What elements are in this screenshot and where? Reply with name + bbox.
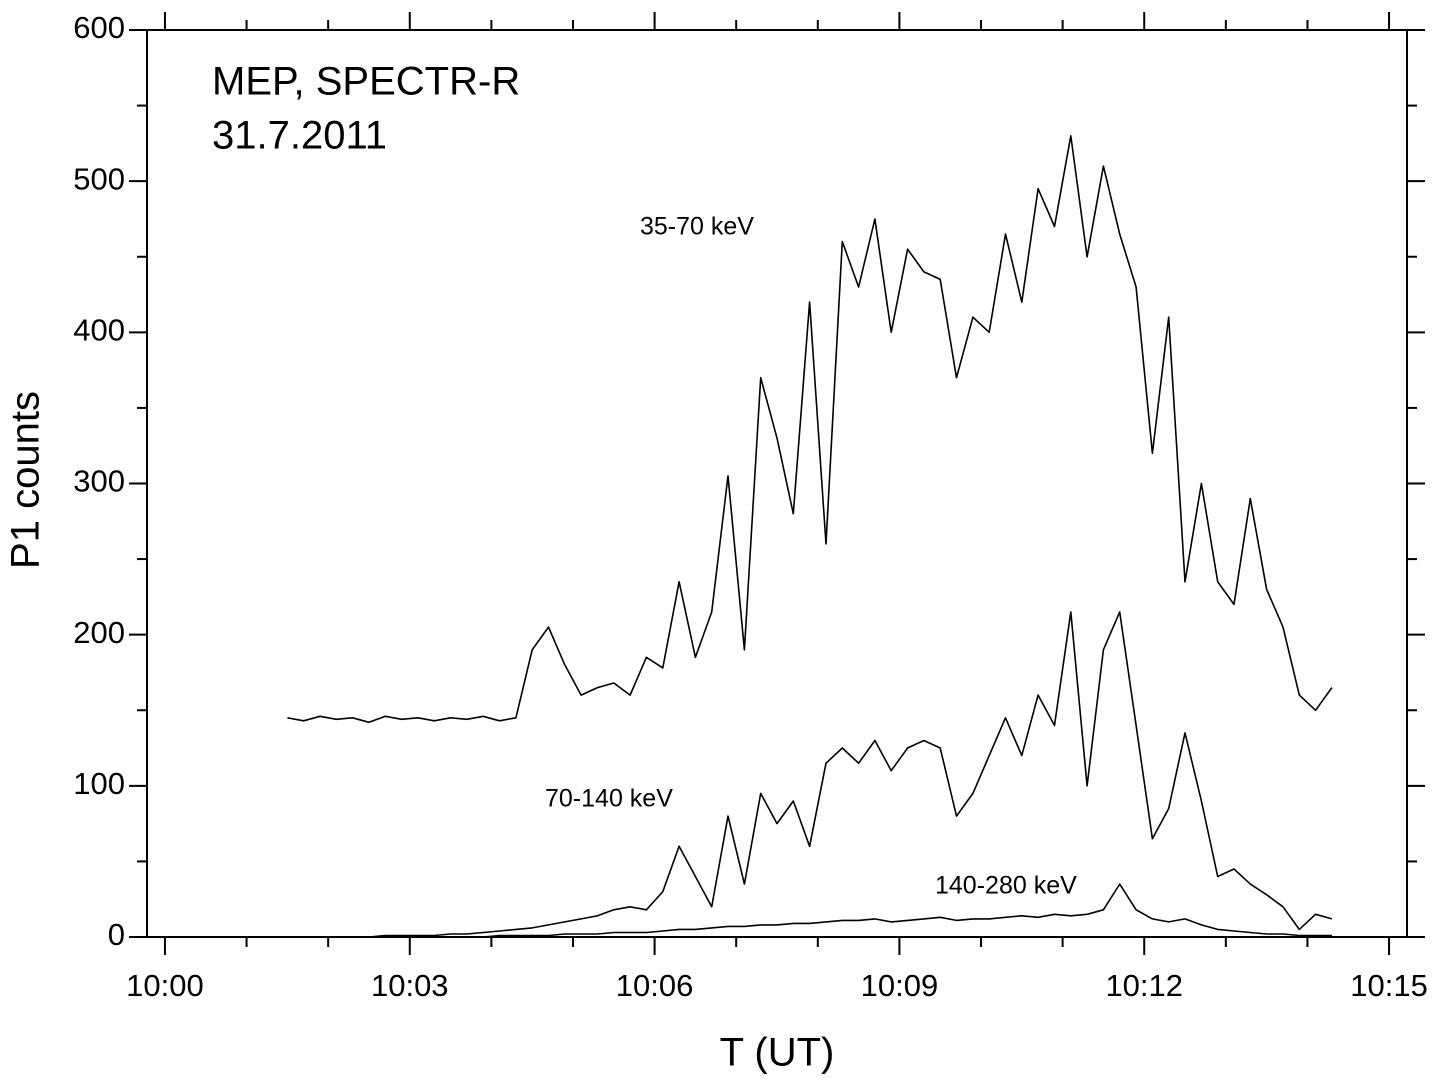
y-tick-label: 100 [73, 766, 125, 801]
annotation: MEP, SPECTR-R [212, 60, 520, 104]
plot-frame [146, 29, 1408, 938]
x-tick-label: 10:00 [126, 968, 204, 1003]
y-tick-label: 300 [73, 464, 125, 499]
y-tick-label: 200 [73, 615, 125, 650]
series-label: 35-70 keV [640, 213, 754, 241]
series-line [287, 135, 1333, 724]
series-line [287, 883, 1332, 938]
x-tick-label: 10:12 [1105, 968, 1183, 1003]
y-tick-label: 0 [108, 917, 125, 952]
x-tick-label: 10:09 [861, 968, 939, 1003]
series-label: 70-140 keV [545, 785, 673, 813]
series-label: 140-280 keV [935, 872, 1077, 900]
x-tick-label: 10:06 [616, 968, 694, 1003]
x-axis-label: T (UT) [720, 1031, 835, 1075]
annotation: 31.7.2011 [212, 114, 387, 158]
series-line [287, 611, 1333, 938]
x-tick-label: 10:03 [371, 968, 449, 1003]
x-tick-label: 10:15 [1350, 968, 1428, 1003]
y-tick-label: 500 [73, 161, 125, 196]
y-tick-label: 600 [73, 10, 125, 45]
y-tick-label: 400 [73, 313, 125, 348]
y-axis-label: P1 counts [4, 391, 48, 569]
